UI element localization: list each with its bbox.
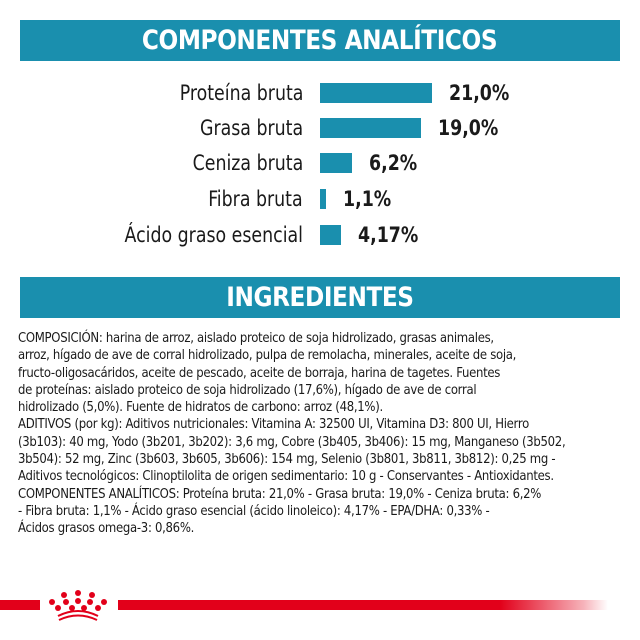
- analytics-header-banner: COMPONENTES ANALÍTICOS: [20, 20, 620, 61]
- text-line: - Fibra bruta: 1,1% - Ácido graso esenci…: [18, 502, 490, 519]
- ingredients-title: INGREDIENTES: [226, 282, 414, 313]
- crown-icon: [49, 590, 107, 621]
- text-line: fructo-oligosacáridos, aceite de pescado…: [18, 364, 501, 381]
- row-label: Grasa bruta: [199, 116, 303, 140]
- row-bar: [320, 83, 432, 103]
- ingredients-header-banner: INGREDIENTES: [20, 277, 620, 318]
- row-label: Ceniza bruta: [192, 151, 303, 175]
- chart-row-fat: Grasa bruta 19,0%: [0, 116, 640, 140]
- row-bar: [320, 153, 352, 173]
- row-value: 6,2%: [369, 151, 418, 175]
- text-line: de proteínas: aislado proteico de soja h…: [18, 381, 477, 398]
- row-bar: [320, 118, 421, 138]
- chart-row-ash: Ceniza bruta 6,2%: [0, 151, 640, 175]
- chart-row-fatty-acid: Ácido graso esencial 4,17%: [0, 223, 640, 247]
- brand-footer: [0, 590, 640, 621]
- chart-row-protein: Proteína bruta 21,0%: [0, 81, 640, 105]
- text-line: hidrolizado (5,0%). Fuente de hidratos d…: [18, 399, 383, 416]
- row-label: Proteína bruta: [179, 81, 303, 105]
- row-label: Fibra bruta: [208, 187, 303, 211]
- text-line: COMPOSICIÓN: harina de arroz, aislado pr…: [18, 330, 494, 346]
- row-bar: [320, 189, 326, 209]
- row-value: 4,17%: [358, 223, 419, 247]
- text-line: arroz, hígado de ave de corral hidroliza…: [18, 347, 517, 364]
- text-line: ADITIVOS (por kg): Aditivos nutricionale…: [18, 416, 529, 433]
- ingredients-text: COMPOSICIÓN: harina de arroz, aislado pr…: [18, 330, 628, 538]
- row-bar: [320, 225, 341, 245]
- row-value: 19,0%: [438, 116, 499, 140]
- brand-stripe-right: [118, 600, 608, 610]
- row-value: 21,0%: [449, 81, 510, 105]
- text-line: 3b504): 52 mg, Zinc (3b603, 3b605, 3b606…: [18, 451, 556, 468]
- text-line: Aditivos tecnológicos: Clinoptilolita de…: [18, 468, 554, 485]
- text-line: Ácidos grasos omega-3: 0,86%.: [18, 520, 195, 537]
- row-value: 1,1%: [343, 187, 392, 211]
- brand-stripe-left: [0, 600, 40, 610]
- text-line: (3b103): 40 mg, Yodo (3b201, 3b202): 3,6…: [18, 433, 566, 450]
- analytics-title: COMPONENTES ANALÍTICOS: [142, 25, 498, 56]
- chart-row-fiber: Fibra bruta 1,1%: [0, 187, 640, 211]
- text-line: COMPONENTES ANALÍTICOS: Proteína bruta: …: [18, 485, 542, 502]
- row-label: Ácido graso esencial: [124, 223, 303, 247]
